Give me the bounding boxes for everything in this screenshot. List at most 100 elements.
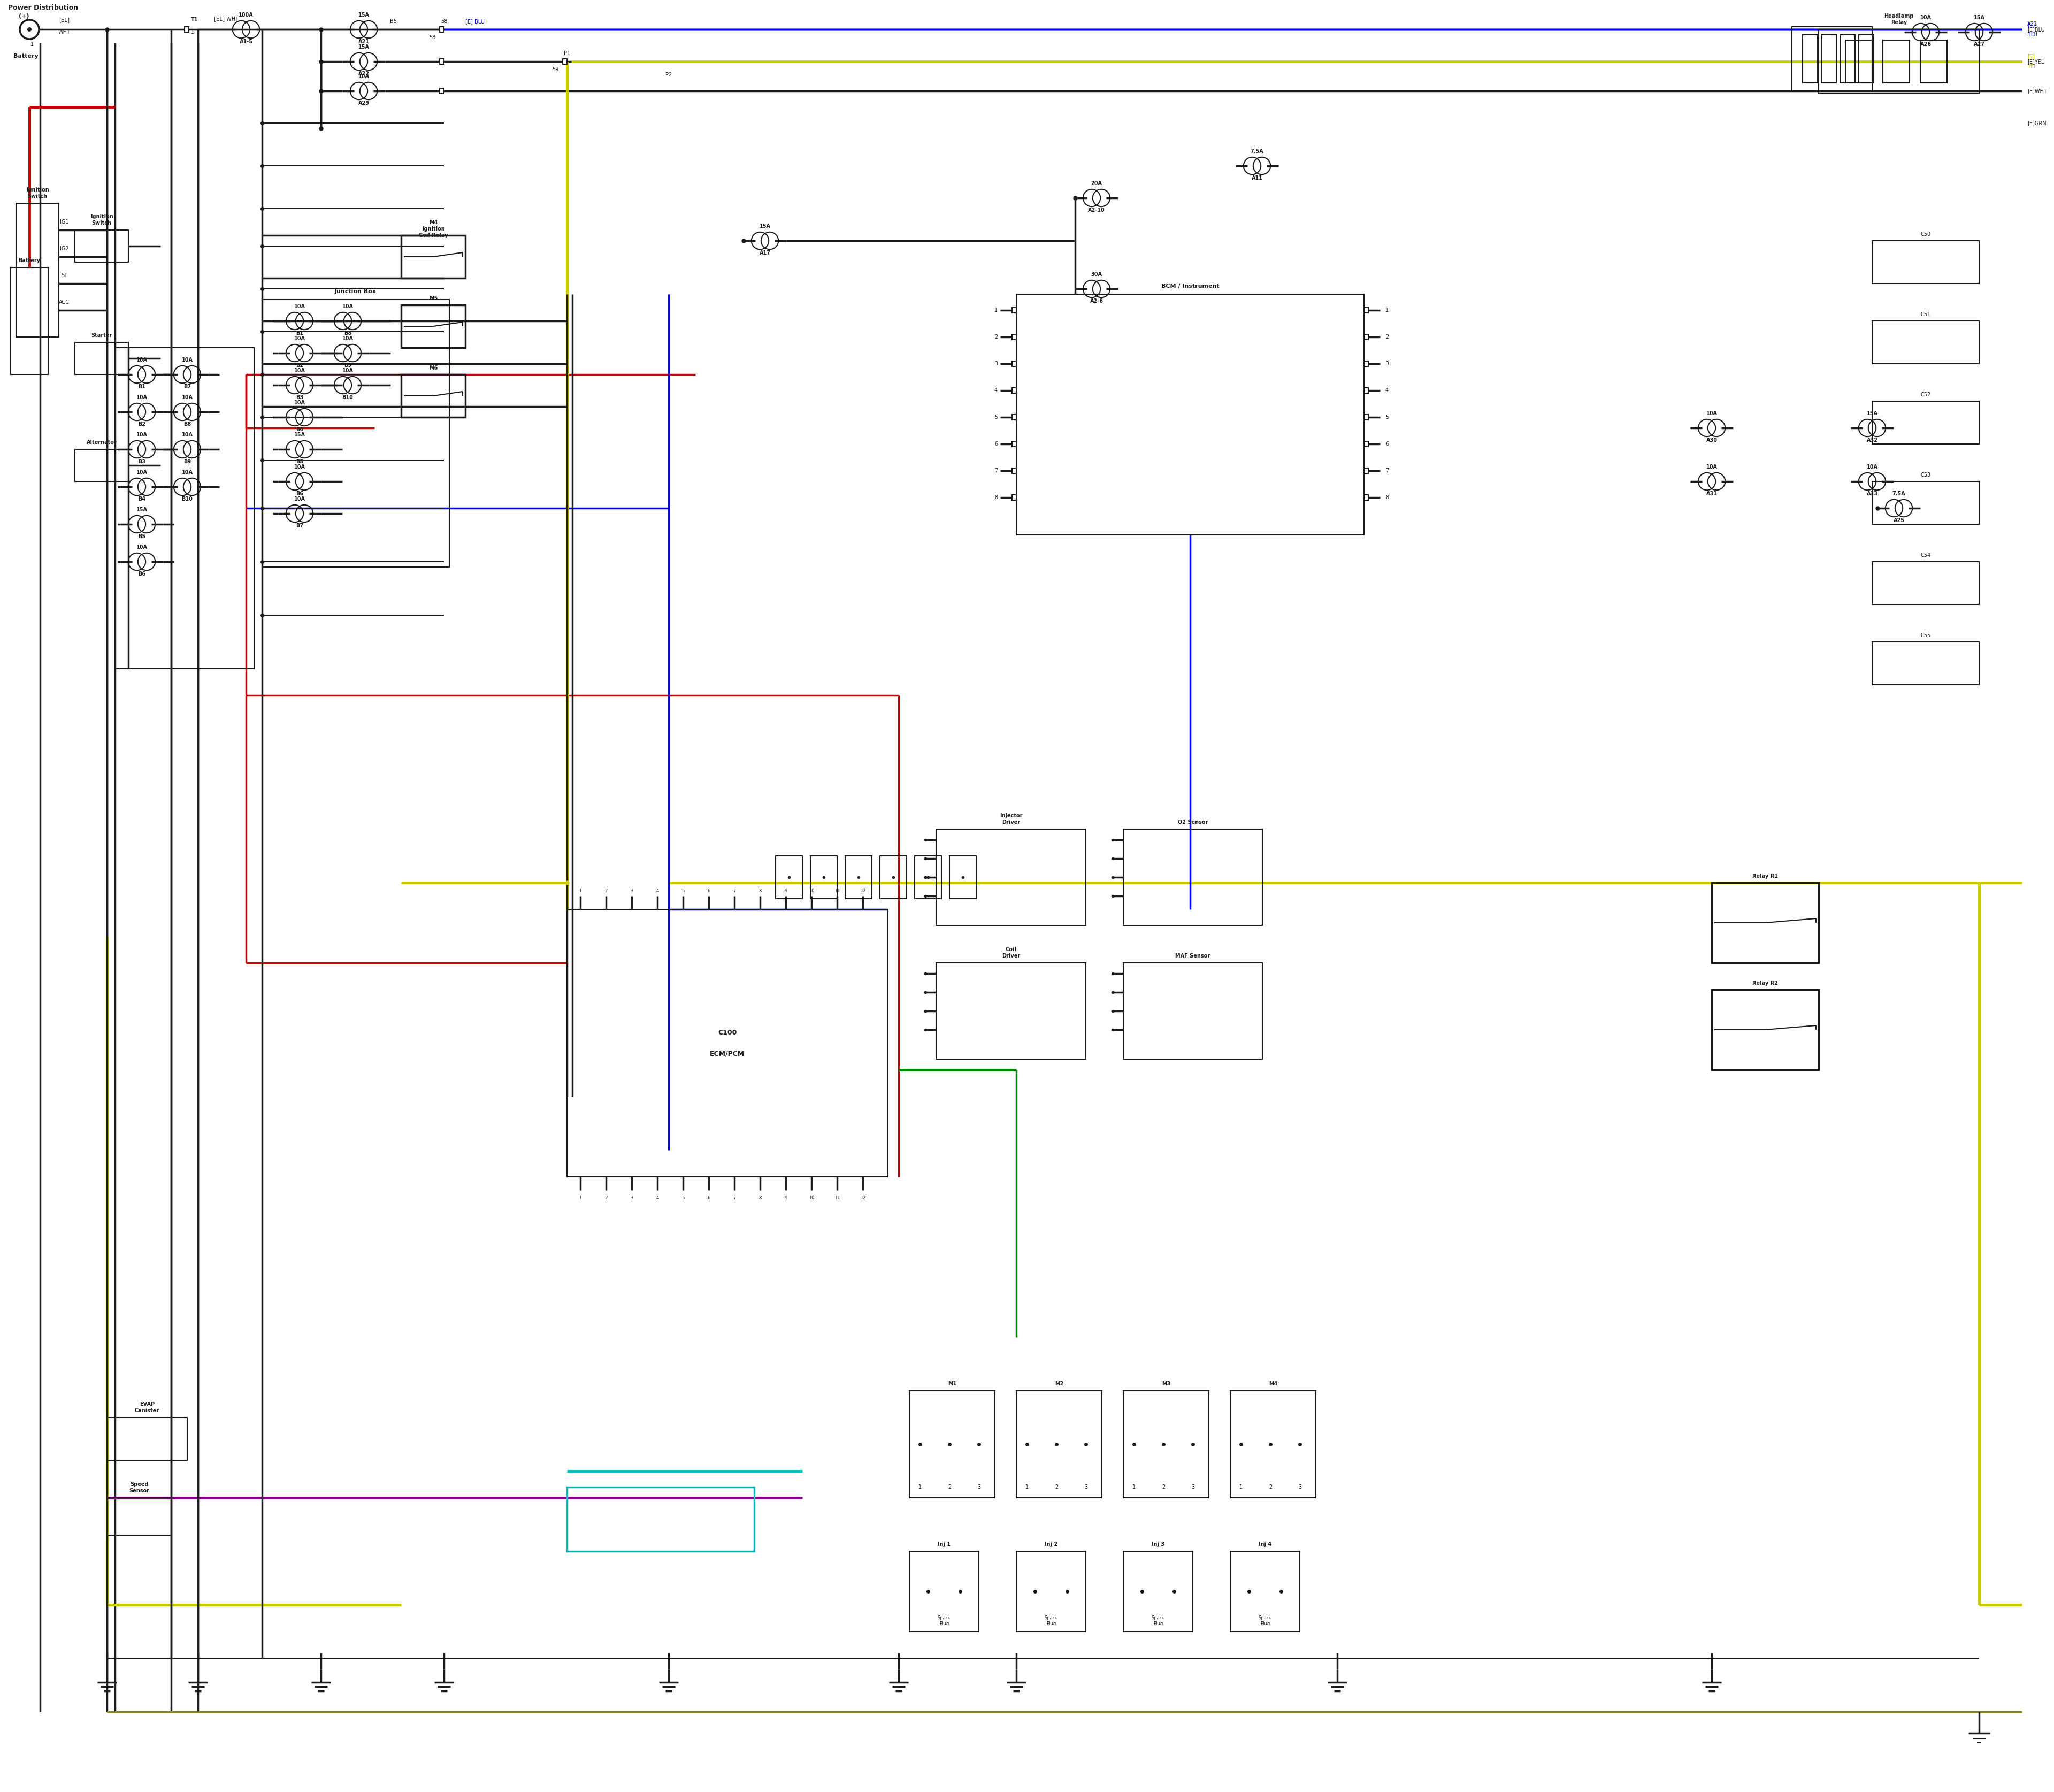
- Text: 2: 2: [1163, 1484, 1165, 1489]
- Text: 2: 2: [1269, 1484, 1271, 1489]
- Bar: [74, 450, 127, 482]
- Text: 10A: 10A: [343, 335, 353, 340]
- Text: Power Distribution: Power Distribution: [8, 5, 78, 11]
- Bar: [10, 267, 47, 375]
- Text: A27: A27: [1974, 41, 1984, 47]
- Text: 10A: 10A: [294, 400, 306, 405]
- Text: [E]: [E]: [2027, 22, 2036, 27]
- Bar: [440, 59, 444, 65]
- Bar: [1013, 308, 1017, 314]
- Bar: [263, 299, 450, 566]
- Text: 10A: 10A: [294, 335, 306, 340]
- Text: A33: A33: [1867, 491, 1877, 496]
- Text: 2: 2: [1056, 1484, 1058, 1489]
- Text: 1: 1: [579, 1195, 581, 1201]
- Text: IG2: IG2: [60, 246, 68, 251]
- Text: Inj 3: Inj 3: [1152, 1541, 1165, 1546]
- Text: 3: 3: [1085, 1484, 1087, 1489]
- Text: [E] BLU: [E] BLU: [466, 18, 485, 23]
- Bar: [1364, 468, 1368, 473]
- Bar: [1364, 308, 1368, 314]
- Text: M2: M2: [1054, 1382, 1064, 1387]
- Text: 1: 1: [994, 308, 998, 314]
- Text: C54: C54: [1920, 552, 1931, 557]
- Text: [E]YEL: [E]YEL: [2027, 59, 2044, 65]
- Text: A11: A11: [1251, 176, 1263, 181]
- Text: B9: B9: [343, 362, 351, 367]
- Text: T1: T1: [191, 18, 197, 23]
- Text: M4
Ignition
Coil Relay: M4 Ignition Coil Relay: [419, 220, 448, 238]
- Text: 9: 9: [785, 1195, 787, 1201]
- Text: (+): (+): [18, 13, 29, 18]
- Text: A1-5: A1-5: [240, 39, 253, 45]
- Text: 1: 1: [31, 41, 33, 47]
- Bar: [16, 202, 60, 337]
- Bar: [1230, 1552, 1300, 1631]
- Text: 10A: 10A: [181, 394, 193, 400]
- Text: [E1]: [E1]: [60, 18, 70, 23]
- Text: 10A: 10A: [1707, 464, 1717, 470]
- Text: A29: A29: [357, 100, 370, 106]
- Bar: [74, 342, 127, 375]
- Text: B10: B10: [343, 394, 353, 400]
- Bar: [1017, 294, 1364, 536]
- Bar: [1844, 39, 1871, 82]
- Text: 15A: 15A: [357, 45, 370, 50]
- Text: 3: 3: [1191, 1484, 1195, 1489]
- Text: [E]BLU: [E]BLU: [2027, 27, 2046, 32]
- Bar: [440, 27, 444, 32]
- Text: ACC: ACC: [60, 299, 70, 305]
- Text: BCM / Instrument: BCM / Instrument: [1161, 283, 1220, 289]
- Bar: [1840, 34, 1855, 82]
- Text: Starter: Starter: [90, 333, 113, 339]
- Bar: [910, 1391, 994, 1498]
- Text: 10A: 10A: [343, 305, 353, 310]
- Bar: [1124, 1552, 1193, 1631]
- Bar: [1364, 360, 1368, 366]
- Text: 6: 6: [994, 441, 998, 446]
- Text: 1: 1: [1384, 308, 1389, 314]
- Bar: [1364, 441, 1368, 446]
- Text: B1: B1: [296, 330, 304, 335]
- Text: 1: 1: [1132, 1484, 1136, 1489]
- Text: 10A: 10A: [181, 357, 193, 362]
- Bar: [1871, 482, 1980, 525]
- Text: 4: 4: [1384, 387, 1389, 392]
- Text: Coil
Driver: Coil Driver: [1002, 946, 1021, 959]
- Text: Relay R2: Relay R2: [1752, 980, 1779, 986]
- Text: 10A: 10A: [1920, 14, 1931, 20]
- Text: 3: 3: [631, 1195, 633, 1201]
- Bar: [1124, 830, 1263, 925]
- Bar: [937, 830, 1087, 925]
- Bar: [1013, 387, 1017, 392]
- Bar: [1017, 1391, 1101, 1498]
- Text: B8: B8: [343, 330, 351, 335]
- Text: 2: 2: [604, 1195, 608, 1201]
- Text: 6: 6: [707, 889, 711, 892]
- Text: 2: 2: [1384, 335, 1389, 340]
- Text: 4: 4: [655, 1195, 659, 1201]
- Text: ST: ST: [62, 272, 68, 278]
- Bar: [401, 375, 466, 418]
- Text: M6: M6: [429, 366, 438, 371]
- Text: C100: C100: [719, 1029, 737, 1036]
- Text: Spark
Plug: Spark Plug: [1259, 1616, 1271, 1625]
- Text: Headlamp
Relay: Headlamp Relay: [1884, 14, 1914, 25]
- Text: 1: 1: [1239, 1484, 1243, 1489]
- Text: 10A: 10A: [294, 367, 306, 373]
- Text: 3: 3: [1298, 1484, 1302, 1489]
- Text: B5: B5: [138, 534, 146, 539]
- Bar: [1711, 883, 1818, 962]
- Text: Spark
Plug: Spark Plug: [1045, 1616, 1058, 1625]
- Bar: [1124, 1391, 1210, 1498]
- Text: 10A: 10A: [181, 432, 193, 437]
- Text: [E]: [E]: [2027, 54, 2036, 59]
- Text: 58: 58: [429, 34, 435, 39]
- Text: B1: B1: [138, 383, 146, 389]
- Bar: [1013, 414, 1017, 419]
- Text: 10A: 10A: [136, 394, 148, 400]
- Text: B6: B6: [296, 491, 304, 496]
- Bar: [776, 857, 803, 898]
- Bar: [185, 27, 189, 32]
- Bar: [563, 59, 567, 65]
